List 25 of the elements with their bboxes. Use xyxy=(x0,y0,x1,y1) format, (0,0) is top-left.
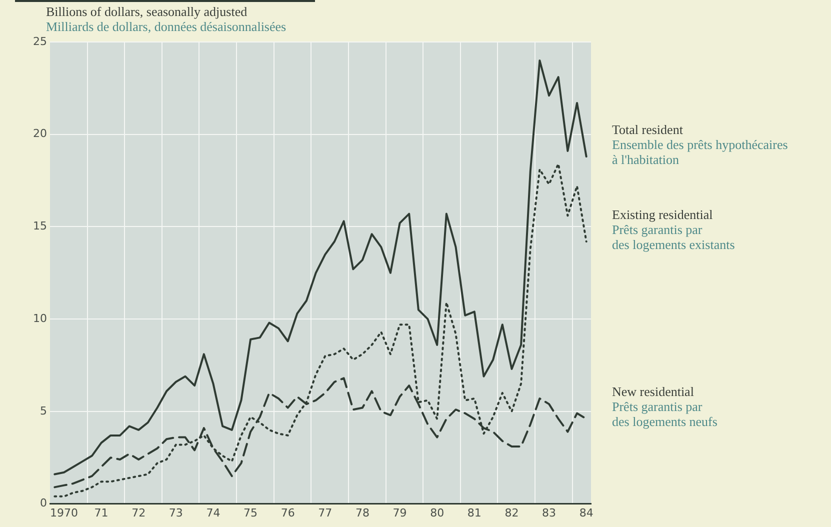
y-tick-label: 10 xyxy=(33,312,47,325)
x-tick-label: 73 xyxy=(168,506,183,520)
y-tick-label: 25 xyxy=(33,34,47,48)
y-tick-label: 15 xyxy=(33,220,47,233)
x-tick-label: 75 xyxy=(244,506,258,520)
x-tick-label: 83 xyxy=(542,506,556,520)
x-tick-label: 76 xyxy=(280,506,295,520)
text: New residential Prêts garantis par des logements neufs xyxy=(612,384,718,430)
x-tick-label: 74 xyxy=(206,506,220,520)
x-tick-label: 81 xyxy=(467,506,482,520)
y-tick-label: 5 xyxy=(40,404,47,418)
x-tick-label: 78 xyxy=(355,506,370,520)
text: Existing residential Prêts garantis par des logements existants xyxy=(612,206,735,252)
x-tick-label: 77 xyxy=(318,506,332,520)
x-tick-label: 79 xyxy=(392,506,407,520)
x-tick-label: 1970 xyxy=(50,506,78,520)
y-axis-title: Billions of dollars, seasonally adjusted Milliards de dollars, données désaisonnalisées xyxy=(46,4,286,34)
y-tick-label: 20 xyxy=(33,127,47,140)
x-tick-label: 72 xyxy=(132,506,146,520)
x-tick-label: 80 xyxy=(430,506,444,520)
x-tick-label: 71 xyxy=(94,506,108,520)
x-tick-label: 82 xyxy=(504,506,519,520)
y-tick-label: 0 xyxy=(40,496,47,510)
text: Total resident Ensemble des prêts hypothécaires à l'habitation xyxy=(612,122,788,168)
x-tick-label: 84 xyxy=(579,506,594,520)
